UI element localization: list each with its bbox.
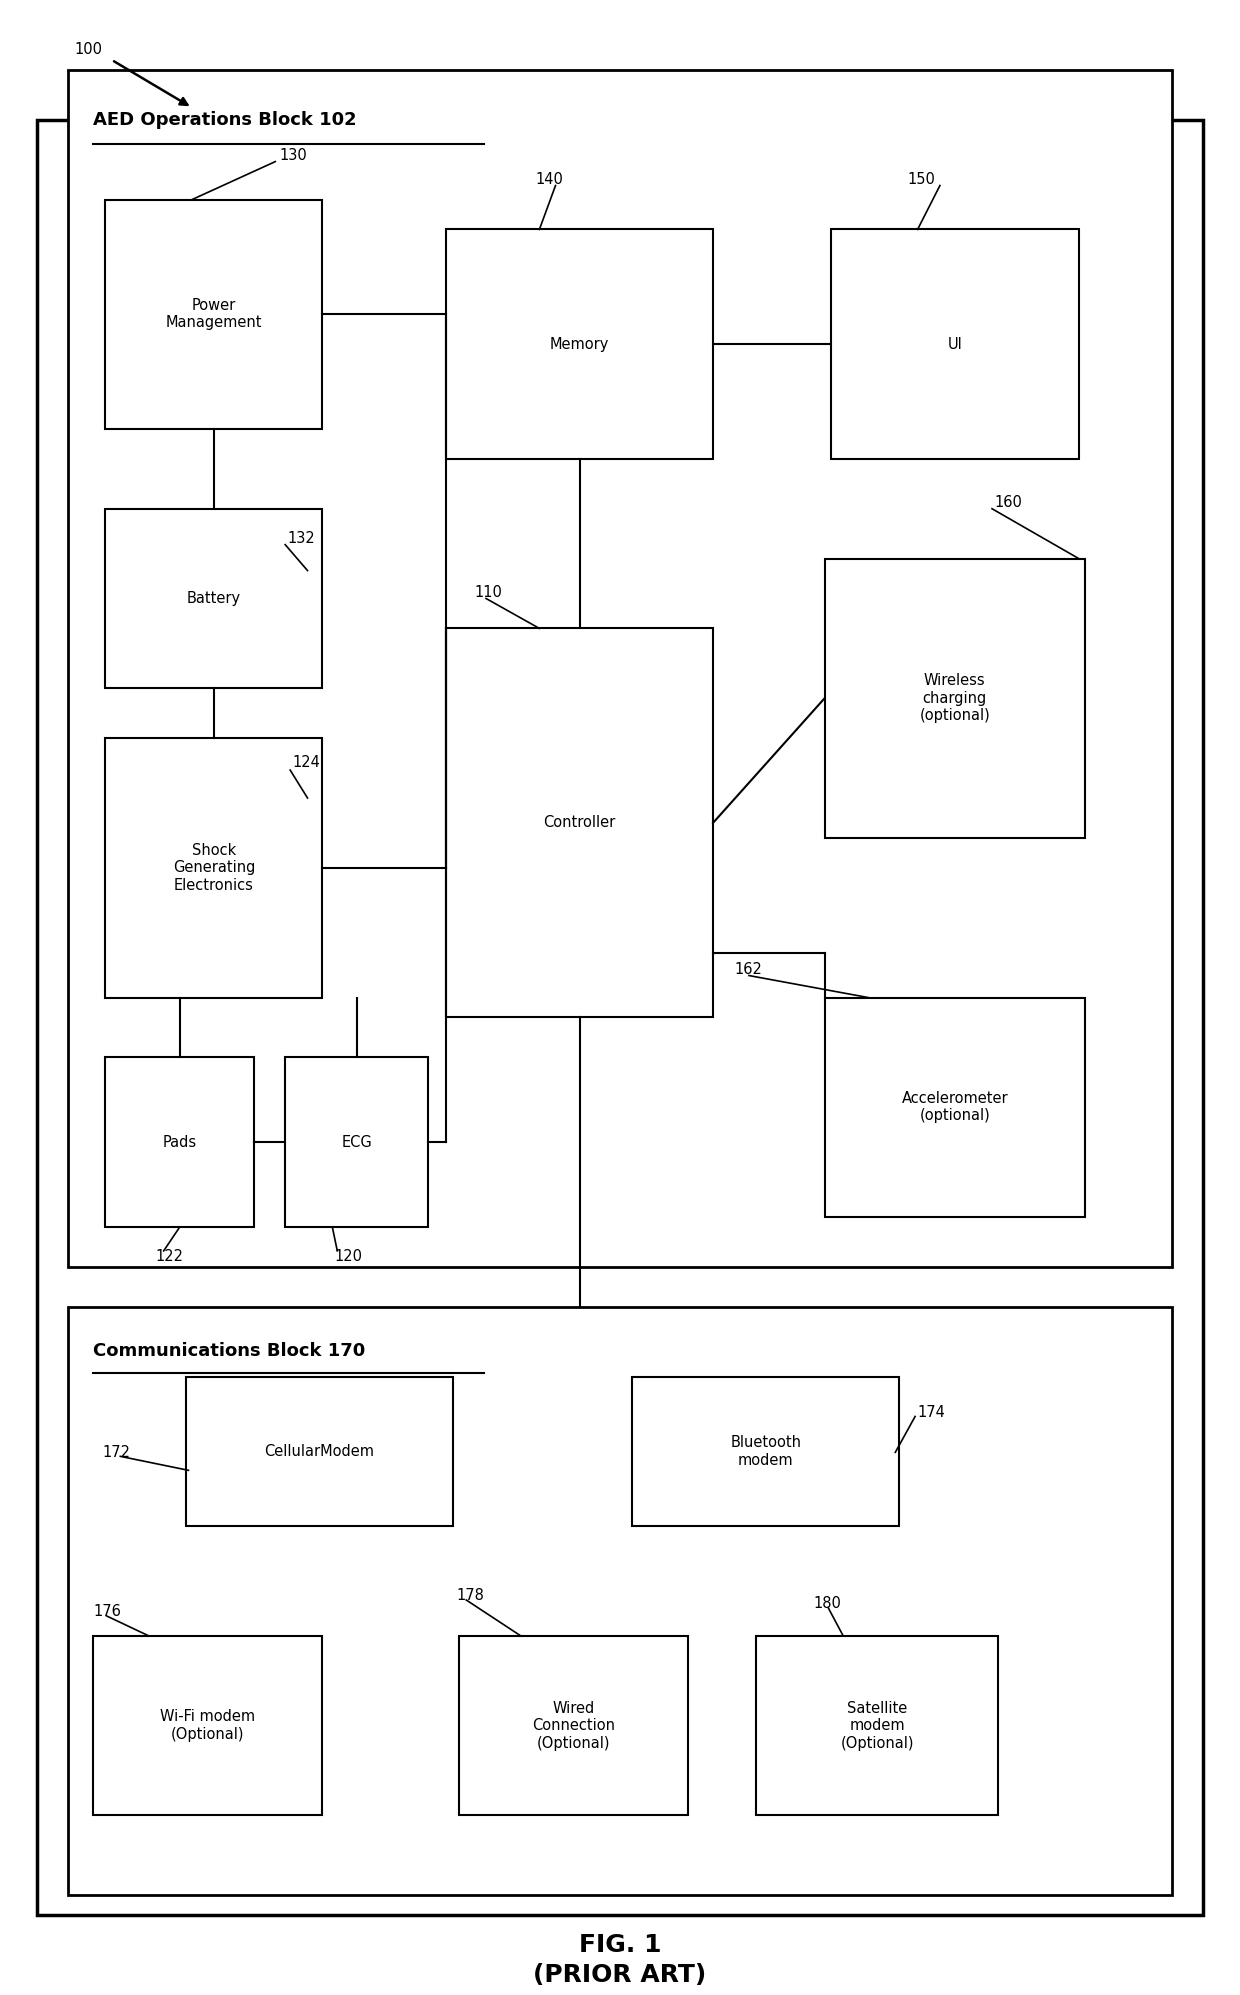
Text: 176: 176 — [93, 1604, 120, 1620]
Text: 178: 178 — [456, 1588, 484, 1604]
Text: Bluetooth
modem: Bluetooth modem — [730, 1434, 801, 1468]
FancyBboxPatch shape — [825, 559, 1085, 838]
FancyBboxPatch shape — [105, 1057, 254, 1227]
FancyBboxPatch shape — [105, 509, 322, 688]
Text: 124: 124 — [293, 754, 320, 770]
Text: Shock
Generating
Electronics: Shock Generating Electronics — [172, 844, 255, 892]
Text: Wired
Connection
(Optional): Wired Connection (Optional) — [532, 1702, 615, 1750]
Text: 150: 150 — [908, 172, 935, 188]
FancyBboxPatch shape — [756, 1636, 998, 1815]
Text: Wireless
charging
(optional): Wireless charging (optional) — [919, 674, 991, 722]
FancyBboxPatch shape — [105, 738, 322, 998]
Text: 120: 120 — [335, 1249, 363, 1265]
Text: 122: 122 — [155, 1249, 184, 1265]
Text: Battery: Battery — [187, 591, 241, 606]
FancyBboxPatch shape — [285, 1057, 428, 1227]
FancyBboxPatch shape — [93, 1636, 322, 1815]
Text: 110: 110 — [475, 585, 502, 600]
Text: CellularModem: CellularModem — [264, 1444, 374, 1458]
FancyBboxPatch shape — [831, 229, 1079, 459]
Text: 162: 162 — [734, 962, 761, 978]
FancyBboxPatch shape — [446, 628, 713, 1017]
Text: 160: 160 — [994, 495, 1022, 511]
Text: Satellite
modem
(Optional): Satellite modem (Optional) — [841, 1702, 914, 1750]
Text: Controller: Controller — [543, 816, 616, 830]
Text: 140: 140 — [536, 172, 563, 188]
Text: 172: 172 — [103, 1444, 131, 1460]
Text: 130: 130 — [279, 148, 306, 164]
FancyBboxPatch shape — [37, 120, 1203, 1915]
FancyBboxPatch shape — [446, 229, 713, 459]
FancyBboxPatch shape — [105, 200, 322, 429]
Text: (PRIOR ART): (PRIOR ART) — [533, 1963, 707, 1987]
Text: Power
Management: Power Management — [166, 297, 262, 331]
FancyBboxPatch shape — [632, 1377, 899, 1526]
Text: AED Operations Block 102: AED Operations Block 102 — [93, 110, 357, 130]
Text: 180: 180 — [813, 1596, 841, 1612]
FancyBboxPatch shape — [459, 1636, 688, 1815]
Text: UI: UI — [947, 337, 962, 351]
Text: Accelerometer
(optional): Accelerometer (optional) — [901, 1091, 1008, 1123]
Text: Wi-Fi modem
(Optional): Wi-Fi modem (Optional) — [160, 1710, 255, 1742]
FancyBboxPatch shape — [68, 1307, 1172, 1895]
Text: ECG: ECG — [341, 1135, 372, 1149]
Text: FIG. 1: FIG. 1 — [579, 1933, 661, 1957]
FancyBboxPatch shape — [186, 1377, 453, 1526]
Text: 100: 100 — [74, 42, 103, 58]
Text: 132: 132 — [288, 531, 315, 547]
Text: Pads: Pads — [162, 1135, 197, 1149]
FancyBboxPatch shape — [68, 70, 1172, 1267]
Text: Memory: Memory — [551, 337, 609, 351]
FancyBboxPatch shape — [825, 998, 1085, 1217]
Text: Communications Block 170: Communications Block 170 — [93, 1341, 366, 1361]
Text: 174: 174 — [918, 1404, 945, 1420]
